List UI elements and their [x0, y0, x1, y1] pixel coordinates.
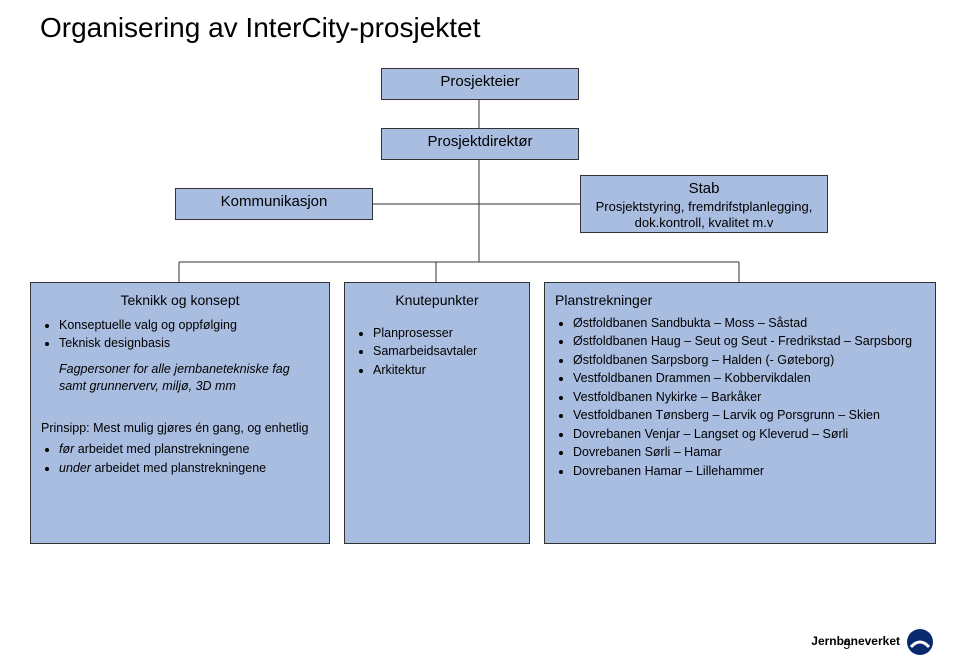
box-kommunikasjon: Kommunikasjon	[175, 188, 373, 220]
list-item: Konseptuelle valg og oppfølging	[59, 317, 319, 335]
stab-title: Stab	[591, 180, 817, 199]
brand-text: Jernbaneverket	[811, 634, 900, 648]
box-knutepunkter: Knutepunkter Planprosesser Samarbeidsavt…	[344, 282, 530, 544]
list-item: Samarbeidsavtaler	[373, 343, 519, 361]
box-stab: Stab Prosjektstyring, fremdrifstplanlegg…	[580, 175, 828, 233]
teknikk-bullets: Konseptuelle valg og oppfølging Teknisk …	[59, 317, 319, 353]
page-title: Organisering av InterCity-prosjektet	[40, 12, 480, 44]
prinsipp-bullets: før arbeidet med planstrekningene under …	[59, 441, 319, 477]
list-item: Dovrebanen Hamar – Lillehammer	[573, 463, 925, 481]
prinsipp-label: Prinsipp: Mest mulig gjøres én gang, og …	[41, 420, 319, 438]
list-item: under arbeidet med planstrekningene	[59, 460, 319, 478]
box-teknikk: Teknikk og konsept Konseptuelle valg og …	[30, 282, 330, 544]
list-item: Teknisk designbasis	[59, 335, 319, 353]
box-prosjekteier: Prosjekteier	[381, 68, 579, 100]
box-prosjektdirektor: Prosjektdirektør	[381, 128, 579, 160]
teknikk-head: Teknikk og konsept	[41, 291, 319, 311]
list-item: Østfoldbanen Haug – Seut og Seut - Fredr…	[573, 333, 925, 351]
knutepunkter-head: Knutepunkter	[355, 291, 519, 311]
planstrekninger-head: Planstrekninger	[555, 291, 925, 311]
list-item: Dovrebanen Sørli – Hamar	[573, 444, 925, 462]
box-planstrekninger: Planstrekninger Østfoldbanen Sandbukta –…	[544, 282, 936, 544]
list-item: Vestfoldbanen Nykirke – Barkåker	[573, 389, 925, 407]
list-item: Østfoldbanen Sandbukta – Moss – Såstad	[573, 315, 925, 333]
knutepunkter-bullets: Planprosesser Samarbeidsavtaler Arkitekt…	[373, 325, 519, 380]
teknikk-sub: Fagpersoner for alle jernbanetekniske fa…	[59, 361, 319, 396]
page-root: Organisering av InterCity-prosjektet Pro…	[0, 0, 960, 666]
list-item: Østfoldbanen Sarpsborg – Halden (- Gøteb…	[573, 352, 925, 370]
list-item: Vestfoldbanen Tønsberg – Larvik og Porsg…	[573, 407, 925, 425]
stab-line2: Prosjektstyring, fremdrifstplanlegging, …	[591, 199, 817, 232]
list-item: før arbeidet med planstrekningene	[59, 441, 319, 459]
list-item: Arkitektur	[373, 362, 519, 380]
list-item: Planprosesser	[373, 325, 519, 343]
list-item: Dovrebanen Venjar – Langset og Kleverud …	[573, 426, 925, 444]
planstrekninger-bullets: Østfoldbanen Sandbukta – Moss – SåstadØs…	[573, 315, 925, 481]
brand-logo-icon	[906, 628, 934, 656]
list-item: Vestfoldbanen Drammen – Kobbervikdalen	[573, 370, 925, 388]
